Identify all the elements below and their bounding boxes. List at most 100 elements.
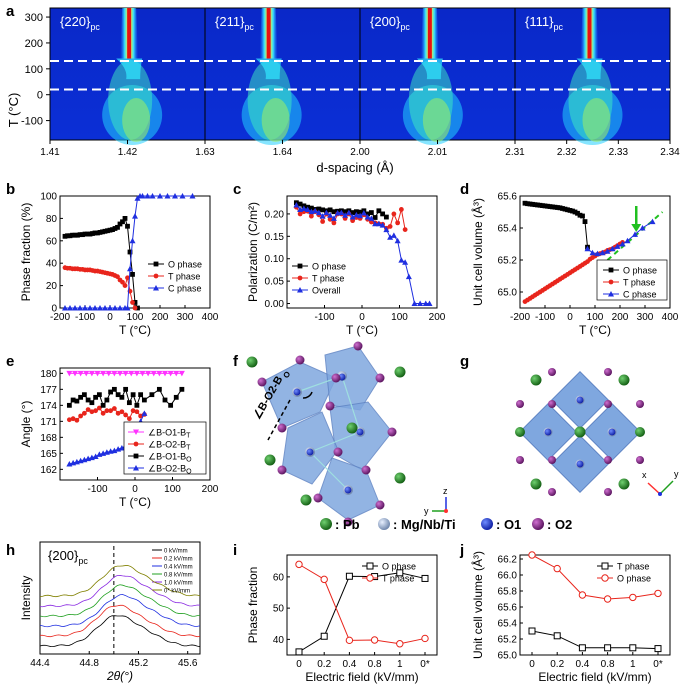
a-sub-label: {200}pc: [370, 14, 410, 32]
x-tick-label: 0: [107, 312, 113, 323]
data-point: [72, 305, 78, 311]
data-point: [97, 230, 103, 235]
data-point: [81, 410, 87, 416]
data-point: [83, 370, 90, 377]
y-tick-label: 100: [40, 192, 57, 203]
plot-frame: [39, 541, 201, 655]
data-point: [582, 219, 588, 224]
g-axes: x y: [642, 469, 679, 496]
data-point: [72, 370, 78, 377]
data-point: [132, 305, 138, 311]
legend-marker: [153, 273, 159, 279]
series-o-phase: [295, 569, 429, 656]
data-point: [391, 211, 397, 217]
data-point: [619, 241, 626, 247]
svg-text:x: x: [642, 470, 647, 480]
data-point: [119, 409, 125, 415]
data-point: [599, 249, 606, 256]
data-point: [315, 209, 322, 216]
data-point: [94, 370, 101, 377]
data-point: [74, 417, 80, 423]
legend-b: : Mg/Nb/Ti: [393, 517, 456, 532]
data-point: [525, 201, 530, 207]
data-point: [345, 636, 354, 645]
chart-j: 0 0.2 0.4 0.8 1 0* 65.0 65.2 65.4 65.6 65.8 66.0 66.…: [470, 551, 671, 684]
xrd-curve: [39, 565, 201, 598]
data-point: [395, 220, 401, 226]
xrd-curve: [39, 615, 201, 648]
legend-label: 0* kV/mm: [164, 589, 190, 595]
legend-label: ∠B-O1-BT: [148, 428, 191, 440]
series-o-phase: [528, 551, 662, 603]
data-point: [97, 305, 103, 311]
data-point: [308, 213, 314, 219]
data-point: [120, 219, 125, 225]
legend-marker: [601, 562, 609, 570]
g-pb: [515, 374, 645, 490]
x-axis-label: T (°C): [119, 323, 151, 337]
data-point: [132, 300, 138, 305]
data-point: [312, 207, 319, 214]
x-tick-label: 0.2: [317, 659, 331, 670]
data-point: [89, 400, 95, 406]
data-point: [376, 208, 382, 214]
y-tick-label: 171: [40, 417, 57, 428]
panel-label-f: f: [233, 353, 239, 370]
data-point: [178, 370, 185, 377]
data-point: [70, 397, 76, 403]
x-tick-label: 100: [127, 312, 144, 323]
data-point: [528, 627, 536, 635]
legend-o2-icon: [532, 518, 544, 530]
legend-marker: [608, 267, 614, 273]
xrd-curve: [39, 604, 201, 638]
x-tick-label: -100: [75, 312, 95, 323]
data-point: [342, 212, 349, 218]
data-point: [562, 206, 568, 212]
a-ytick-label: 300: [25, 12, 43, 24]
legend-marker: [133, 453, 139, 459]
data-point: [379, 222, 386, 228]
a-ytick-label: 100: [25, 64, 43, 76]
data-point: [522, 200, 528, 206]
data-point: [368, 210, 374, 215]
data-point: [149, 392, 155, 398]
data-point: [426, 300, 433, 307]
data-point: [353, 211, 360, 218]
data-point: [316, 206, 322, 212]
x-tick-label: 300: [177, 312, 194, 323]
x-tick-label: 0: [567, 312, 573, 323]
xrd-curve: [39, 575, 201, 608]
data-point: [105, 228, 110, 234]
data-point: [629, 644, 637, 652]
data-point: [100, 370, 107, 377]
data-point: [405, 273, 412, 280]
data-point: [172, 193, 178, 199]
data-point: [537, 202, 543, 208]
legend-marker: [366, 562, 374, 570]
data-point: [295, 560, 303, 569]
f-angle-arc: [302, 391, 313, 399]
a-diffuse-core: [582, 98, 611, 142]
data-point: [70, 232, 75, 238]
series-c-phase: [584, 218, 656, 257]
x-tick-label: 0: [296, 659, 302, 670]
data-point: [604, 248, 611, 254]
data-point: [350, 210, 356, 215]
legend-marker: [133, 429, 139, 435]
data-point: [396, 640, 404, 648]
data-point: [402, 227, 408, 233]
structure-g: x y: [515, 368, 679, 496]
series-o-phase: [62, 216, 140, 311]
y-tick-label: 65.6: [498, 192, 518, 203]
data-point: [578, 644, 586, 652]
a-xtick-label: 2.32: [557, 147, 577, 158]
legend-marker: [133, 441, 139, 447]
data-point: [102, 228, 108, 234]
data-point: [62, 233, 68, 239]
data-point: [577, 212, 583, 218]
series-overall: [293, 201, 433, 307]
data-point: [654, 645, 662, 653]
